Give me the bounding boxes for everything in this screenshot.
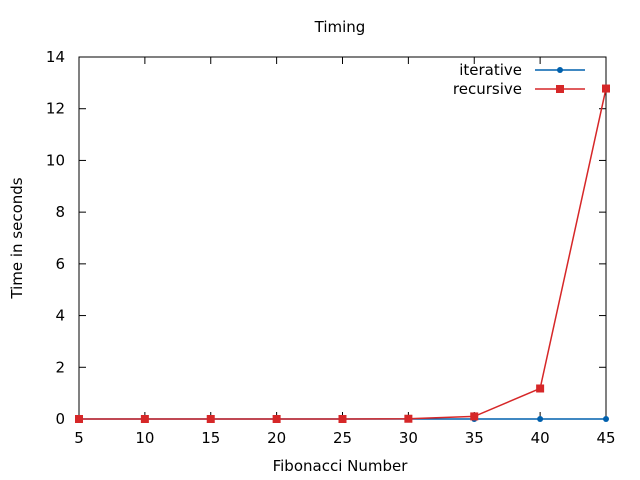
recursive-point bbox=[206, 415, 215, 423]
plot-frame bbox=[78, 56, 607, 420]
y-tick-label: 14 bbox=[46, 48, 65, 66]
y-tick-label: 8 bbox=[55, 203, 65, 221]
iterative-point bbox=[537, 416, 544, 422]
recursive-point bbox=[536, 384, 545, 393]
y-tick-label: 2 bbox=[55, 358, 65, 376]
chart-title: Timing bbox=[314, 18, 366, 36]
recursive-point bbox=[75, 415, 83, 423]
recursive-point bbox=[602, 84, 610, 93]
x-tick-label: 25 bbox=[333, 429, 352, 447]
y-tick-label: 0 bbox=[55, 410, 65, 428]
recursive-point bbox=[140, 415, 149, 423]
x-tick-label: 15 bbox=[201, 429, 220, 447]
legend-label: recursive bbox=[453, 80, 522, 98]
legend-label: iterative bbox=[459, 61, 522, 79]
x-axis-label: Fibonacci Number bbox=[273, 457, 409, 475]
x-tick-label: 40 bbox=[531, 429, 550, 447]
x-tick-label: 35 bbox=[465, 429, 484, 447]
series-layer bbox=[75, 84, 610, 423]
x-tick-label: 5 bbox=[74, 429, 84, 447]
recursive-point bbox=[338, 415, 347, 423]
y-tick-label: 4 bbox=[55, 307, 65, 325]
recursive-line bbox=[79, 88, 607, 420]
legend-marker bbox=[557, 67, 563, 73]
axis-ticks: 5 10 15 20 25 30 35 40 45 0 2 4 6 8 10 12 14 bbox=[46, 48, 616, 447]
x-tick-label: 20 bbox=[267, 429, 286, 447]
y-axis-label: Time in seconds bbox=[8, 177, 26, 299]
x-tick-label: 10 bbox=[135, 429, 154, 447]
y-tick-label: 12 bbox=[46, 100, 65, 118]
legend-marker bbox=[556, 85, 564, 93]
recursive-point bbox=[470, 412, 479, 421]
recursive-point bbox=[404, 414, 413, 423]
y-tick-label: 10 bbox=[46, 151, 65, 169]
y-tick-label: 6 bbox=[55, 255, 65, 273]
recursive-point bbox=[272, 415, 281, 423]
iterative-point bbox=[603, 416, 609, 422]
series-recursive bbox=[75, 84, 610, 423]
x-tick-label: 45 bbox=[596, 429, 615, 447]
x-tick-label: 30 bbox=[399, 429, 418, 447]
